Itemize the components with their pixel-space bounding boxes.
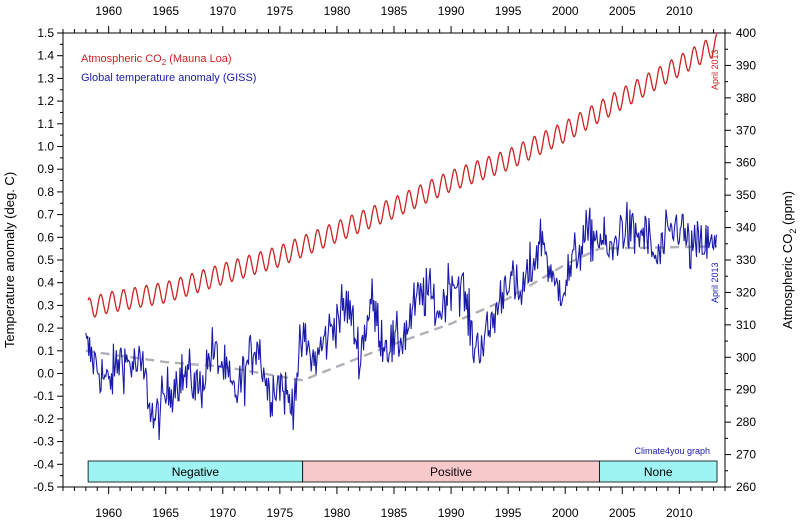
x-tick-label-bottom: 1965 xyxy=(152,506,179,520)
y-left-tick-label: 0.5 xyxy=(37,253,54,267)
y-right-tick-label: 260 xyxy=(736,480,756,494)
co2-end-note: April 2013 xyxy=(710,49,720,90)
x-tick-label-top: 2005 xyxy=(609,4,636,18)
x-tick-label-bottom: 2010 xyxy=(666,506,693,520)
y-right-tick-label: 360 xyxy=(736,156,756,170)
y-left-tick-label: 1.0 xyxy=(37,140,54,154)
temperature-end-note: April 2013 xyxy=(710,262,720,303)
band-none xyxy=(599,460,718,483)
temperature-trend-line xyxy=(85,245,718,382)
plot-layer xyxy=(85,33,718,441)
band-label-none: None xyxy=(644,465,673,479)
y-right-tick-label: 390 xyxy=(736,58,756,72)
x-tick-label-top: 1995 xyxy=(495,4,522,18)
x-tick-label-top: 1960 xyxy=(95,4,122,18)
y-left-tick-label: 1.3 xyxy=(37,71,54,85)
y-left-tick-label: -0.1 xyxy=(33,389,54,403)
x-tick-label-top: 1990 xyxy=(438,4,465,18)
y-right-tick-label: 310 xyxy=(736,318,756,332)
y-right-tick-label: 370 xyxy=(736,123,756,137)
y-right-tick-label: 280 xyxy=(736,415,756,429)
x-tick-label-top: 2000 xyxy=(552,4,579,18)
y-left-tick-label: -0.4 xyxy=(33,457,54,471)
y-left-tick-label: 0.7 xyxy=(37,208,54,222)
y-left-tick-label: -0.5 xyxy=(33,480,54,494)
y-left-tick-label: 0.9 xyxy=(37,162,54,176)
x-tick-label-bottom: 1980 xyxy=(324,506,351,520)
y-left-tick-label: -0.2 xyxy=(33,412,54,426)
y-left-tick-label: 0.6 xyxy=(37,230,54,244)
legend-entry: Global temperature anomaly (GISS) xyxy=(81,72,256,84)
y-left-tick-label: 0.1 xyxy=(37,344,54,358)
y-right-tick-label: 290 xyxy=(736,383,756,397)
y-right-tick-label: 400 xyxy=(736,26,756,40)
y-left-axis-title: Temperature anomaly (deg. C) xyxy=(2,172,17,348)
y-left-tick-label: 1.4 xyxy=(37,49,54,63)
x-tick-label-top: 1965 xyxy=(152,4,179,18)
legend-entry: Atmospheric CO2 (Mauna Loa) xyxy=(81,53,232,67)
y-right-tick-label: 320 xyxy=(736,285,756,299)
y-left-tick-label: 1.1 xyxy=(37,117,54,131)
band-label-negative: Negative xyxy=(172,465,220,479)
y-left-tick-label: 0.2 xyxy=(37,321,54,335)
y-left-tick-label: 0.0 xyxy=(37,367,54,381)
x-tick-label-top: 1980 xyxy=(324,4,351,18)
y-right-tick-label: 340 xyxy=(736,221,756,235)
y-left-tick-label: 0.3 xyxy=(37,298,54,312)
y-right-tick-label: 350 xyxy=(736,188,756,202)
x-tick-label-bottom: 1960 xyxy=(95,506,122,520)
temperature-series-line xyxy=(85,201,717,441)
x-tick-label-bottom: 2000 xyxy=(552,506,579,520)
y-left-tick-label: 0.8 xyxy=(37,185,54,199)
y-left-tick-label: 1.5 xyxy=(37,26,54,40)
bands-layer xyxy=(87,460,718,483)
y-left-tick-label: -0.3 xyxy=(33,435,54,449)
x-tick-label-bottom: 1985 xyxy=(381,506,408,520)
y-right-tick-label: 330 xyxy=(736,253,756,267)
x-tick-label-bottom: 1970 xyxy=(209,506,236,520)
credit-text: Climate4you graph xyxy=(634,446,710,456)
x-tick-label-bottom: 1995 xyxy=(495,506,522,520)
x-tick-label-top: 2010 xyxy=(666,4,693,18)
x-tick-label-top: 1985 xyxy=(381,4,408,18)
x-tick-label-top: 1975 xyxy=(267,4,294,18)
x-tick-label-bottom: 1975 xyxy=(267,506,294,520)
y-right-tick-label: 300 xyxy=(736,350,756,364)
axes-layer xyxy=(57,26,731,494)
y-right-axis-title: Atmospheric CO2 (ppm) xyxy=(780,191,798,329)
y-right-tick-label: 380 xyxy=(736,91,756,105)
y-right-tick-label: 270 xyxy=(736,448,756,462)
co2-series-line xyxy=(87,33,718,318)
x-tick-label-top: 1970 xyxy=(209,4,236,18)
band-label-positive: Positive xyxy=(430,465,472,479)
x-tick-label-bottom: 1990 xyxy=(438,506,465,520)
y-left-tick-label: 0.4 xyxy=(37,276,54,290)
x-tick-label-bottom: 2005 xyxy=(609,506,636,520)
y-left-tick-label: 1.2 xyxy=(37,94,54,108)
text-layer: Negative Positive None 1960 1960 1965 1965 1970… xyxy=(2,4,798,520)
